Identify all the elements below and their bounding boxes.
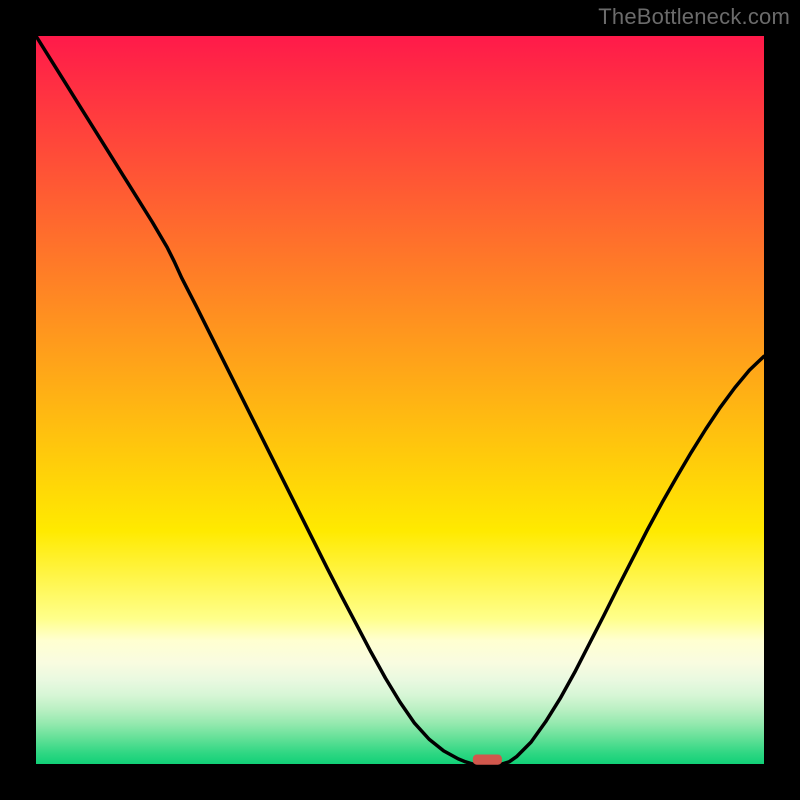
optimal-marker [473,755,502,765]
plot-background [36,36,764,764]
chart-svg [0,0,800,800]
bottleneck-chart: TheBottleneck.com [0,0,800,800]
watermark-text: TheBottleneck.com [598,4,790,30]
